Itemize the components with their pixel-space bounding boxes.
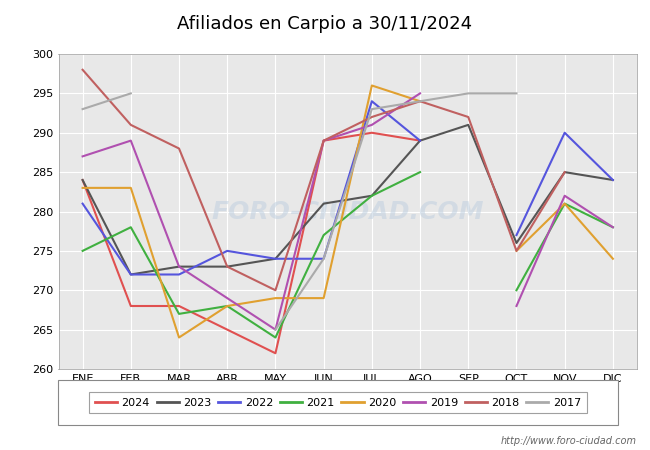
Text: FORO-CIUDAD.COM: FORO-CIUDAD.COM xyxy=(211,199,484,224)
Legend: 2024, 2023, 2022, 2021, 2020, 2019, 2018, 2017: 2024, 2023, 2022, 2021, 2020, 2019, 2018… xyxy=(89,392,587,413)
Text: http://www.foro-ciudad.com: http://www.foro-ciudad.com xyxy=(501,436,637,446)
FancyBboxPatch shape xyxy=(58,380,618,425)
Text: Afiliados en Carpio a 30/11/2024: Afiliados en Carpio a 30/11/2024 xyxy=(177,14,473,33)
